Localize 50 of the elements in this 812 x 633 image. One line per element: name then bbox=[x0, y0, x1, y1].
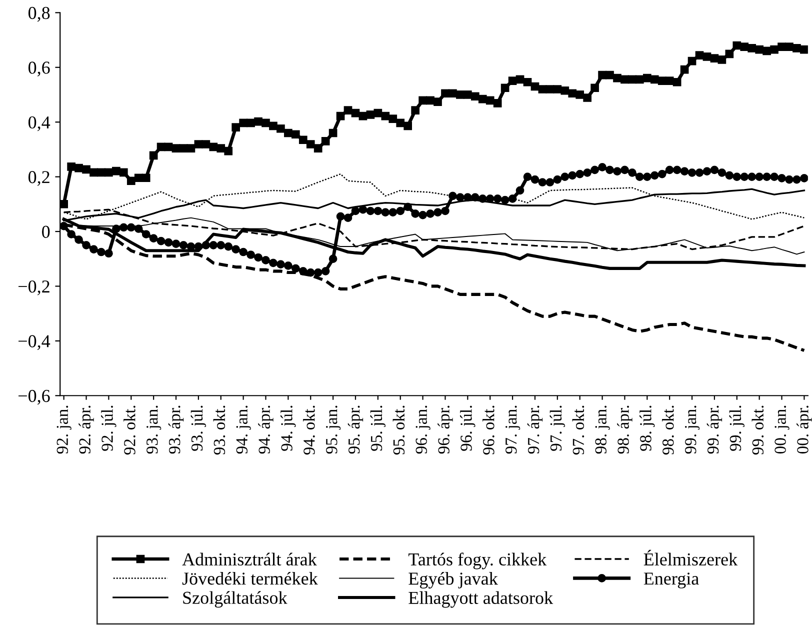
legend-label: Tartós fogy. cikkek bbox=[408, 552, 547, 570]
x-tick-label: 00. ápr. bbox=[796, 406, 812, 454]
x-tick-label: 92. júl. bbox=[101, 406, 116, 451]
y-tick-label: 0 bbox=[42, 226, 50, 238]
x-tick-label: 94. júl. bbox=[280, 406, 296, 451]
x-tick-label: 95. ápr. bbox=[348, 406, 364, 454]
x-tick-label: 95. okt. bbox=[392, 406, 405, 455]
x-tick-label: 96. okt. bbox=[482, 406, 494, 455]
x-tick-label: 92. okt. bbox=[124, 406, 136, 455]
legend-label: Elhagyott adatsorok bbox=[408, 591, 554, 608]
x-tick-label: 97. ápr. bbox=[527, 406, 543, 454]
x-tick-label: 98. júl. bbox=[640, 406, 655, 451]
x-tick-label: 98. okt. bbox=[662, 406, 674, 455]
x-tick-label: 92. ápr. bbox=[78, 406, 94, 454]
x-tick-label: 00. jan. bbox=[774, 406, 790, 454]
legend-label: Energia bbox=[644, 572, 699, 588]
y-tick-label: −0,4 bbox=[18, 335, 50, 350]
x-tick-label: 96. ápr. bbox=[438, 406, 453, 454]
x-tick-label: 95. jan. bbox=[326, 406, 341, 454]
x-tick-label: 94. ápr. bbox=[258, 406, 274, 454]
x-tick-label: 94. jan. bbox=[236, 406, 251, 454]
x-tick-label: 93. júl. bbox=[190, 406, 206, 451]
y-tick-label: −0,6 bbox=[18, 390, 50, 405]
y-tick-label: 0,6 bbox=[28, 62, 50, 76]
x-tick-label: 97. jan. bbox=[506, 406, 520, 454]
x-tick-label: 99. ápr. bbox=[706, 406, 722, 454]
x-tick-label: 98. ápr. bbox=[617, 406, 632, 454]
legend-label: Szolgáltatások bbox=[183, 591, 288, 608]
x-tick-label: 93. okt. bbox=[213, 406, 226, 455]
x-tick-label: 94. okt. bbox=[303, 406, 315, 455]
legend-label: Jövedéki termékek bbox=[182, 572, 318, 585]
x-tick-label: 99. jan. bbox=[684, 406, 700, 454]
x-tick-label: 96. jan. bbox=[416, 406, 430, 454]
legend-label: Egyéb javak bbox=[408, 572, 498, 588]
legend-label: Adminisztrált árak bbox=[182, 552, 317, 566]
x-tick-label: 93. ápr. bbox=[168, 406, 184, 454]
x-tick-label: 98. jan. bbox=[595, 406, 610, 454]
x-tick-label: 97. okt. bbox=[572, 406, 584, 455]
y-tick-label: 0,4 bbox=[28, 116, 50, 132]
y-tick-label: −0,2 bbox=[18, 280, 50, 296]
y-tick-label: 0,2 bbox=[28, 171, 50, 186]
legend-label: Élelmiszerek bbox=[644, 550, 738, 566]
x-tick-label: 97. júl. bbox=[550, 406, 565, 451]
y-tick-label: 0,8 bbox=[28, 6, 50, 22]
x-tick-label: 93. jan. bbox=[146, 406, 162, 454]
x-tick-label: 99. júl. bbox=[729, 406, 744, 451]
x-tick-label: 96. júl. bbox=[460, 406, 476, 451]
x-tick-label: 95. júl. bbox=[370, 406, 386, 451]
x-tick-label: 99. okt. bbox=[752, 406, 764, 455]
x-tick-label: 92. jan. bbox=[56, 406, 72, 454]
